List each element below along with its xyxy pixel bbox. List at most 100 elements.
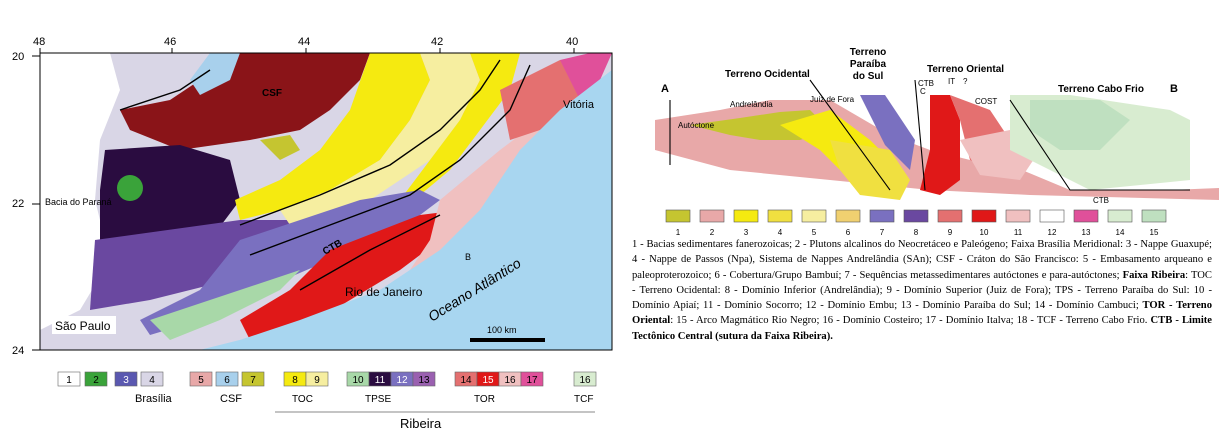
tick-label-48: 48 bbox=[33, 36, 45, 48]
map-legend-box-2 bbox=[84, 371, 108, 387]
section-legend-box-12 bbox=[1039, 209, 1065, 223]
section-legend-box-8 bbox=[903, 209, 929, 223]
rio-label: Rio de Janeiro bbox=[345, 285, 423, 299]
title-occidental: Terreno Ocidental bbox=[725, 69, 810, 80]
map-legend-number-5: 5 bbox=[198, 375, 204, 386]
scale-label: 100 km bbox=[487, 325, 517, 335]
legend-part-3: : 15 - Arco Magmático Rio Negro; 16 - Do… bbox=[670, 315, 1148, 327]
map-legend-box-4 bbox=[140, 371, 164, 387]
map-legend-number-13: 13 bbox=[418, 375, 430, 386]
section-legend-number-10: 10 bbox=[980, 228, 989, 237]
tick-label-44: 44 bbox=[298, 36, 310, 48]
coastal-sea bbox=[200, 70, 612, 350]
legend-group-tpse: TPSE bbox=[365, 394, 391, 405]
section-legend-box-11 bbox=[1005, 209, 1031, 223]
section-legend-number-1: 1 bbox=[676, 228, 681, 237]
map-legend-box-13 bbox=[412, 371, 436, 387]
map-legend-number-1: 1 bbox=[66, 375, 72, 386]
map-legend-number-9: 9 bbox=[314, 375, 320, 386]
lbl-c: C bbox=[920, 87, 926, 96]
section-legend-box-4 bbox=[767, 209, 793, 223]
section-legend-number-11: 11 bbox=[1014, 228, 1023, 237]
lbl-q: ? bbox=[963, 77, 968, 86]
geologic-map: 48 46 44 42 40 20 22 24 bbox=[12, 36, 613, 431]
tor-rio-negro-arc bbox=[240, 210, 460, 340]
section-legend-number-4: 4 bbox=[778, 228, 783, 237]
section-legend-box-9 bbox=[937, 209, 963, 223]
section-legend-box-6 bbox=[835, 209, 861, 223]
geologic-map-panel: 48 46 44 42 40 20 22 24 bbox=[12, 36, 613, 431]
tick-label-20: 20 bbox=[12, 51, 24, 63]
section-unit-4 bbox=[830, 140, 910, 200]
section-unit-15 bbox=[1030, 100, 1130, 150]
sao-paulo-label: São Paulo bbox=[55, 319, 111, 333]
lbl-ctb: CTB bbox=[918, 79, 934, 88]
map-legend-box-18 bbox=[573, 371, 597, 387]
map-legend-box-7 bbox=[241, 371, 265, 387]
title-paraiba-1: Terreno bbox=[850, 47, 887, 58]
section-unit-8 bbox=[860, 95, 915, 170]
lbl-juiz: Juiz de Fora bbox=[810, 95, 855, 104]
vitoria-label: Vitória bbox=[563, 99, 595, 111]
map-legend-number-10: 10 bbox=[352, 375, 364, 386]
section-end-b: B bbox=[1170, 83, 1178, 95]
map-legend-number-2: 2 bbox=[93, 375, 99, 386]
legend-ribeira-label: Ribeira bbox=[400, 416, 442, 431]
section-legend-number-3: 3 bbox=[744, 228, 749, 237]
tick-label-24: 24 bbox=[12, 345, 24, 357]
cross-section: Terreno Ocidental Terreno Paraíba do Sul… bbox=[655, 47, 1219, 237]
tick-label-46: 46 bbox=[164, 36, 176, 48]
title-cabofrio: Terreno Cabo Frio bbox=[1058, 84, 1144, 95]
map-legend-box-17 bbox=[520, 371, 544, 387]
title-oriental: Terreno Oriental bbox=[927, 64, 1004, 75]
map-frame bbox=[39, 52, 613, 351]
tick-marks bbox=[32, 48, 575, 351]
alkaline-pluton bbox=[117, 175, 143, 201]
legend-group-tcf: TCF bbox=[574, 394, 593, 405]
map-legend-number-7: 7 bbox=[250, 375, 256, 386]
section-legend-box-5 bbox=[801, 209, 827, 223]
lbl-ctb2: CTB bbox=[1093, 196, 1109, 205]
bambui-cover-area bbox=[190, 53, 240, 95]
section-legend: 1 2 3 4 5 6 7 8 9 10 11 12 13 14 15 bbox=[665, 209, 1167, 237]
bacia-parana-label: Bacia do Paraná bbox=[45, 197, 112, 207]
section-legend-number-15: 15 bbox=[1150, 228, 1159, 237]
section-unit-10 bbox=[920, 95, 960, 195]
section-legend-number-2: 2 bbox=[710, 228, 715, 237]
thrust-faults bbox=[119, 59, 531, 291]
title-paraiba-3: do Sul bbox=[853, 71, 884, 82]
map-legend-box-9 bbox=[305, 371, 329, 387]
left-coordinate-ticks: 20 22 24 bbox=[12, 51, 24, 357]
map-legend-number-12: 12 bbox=[396, 375, 408, 386]
tor-italva-domain bbox=[560, 53, 612, 100]
section-legend-box-3 bbox=[733, 209, 759, 223]
map-legend-number-6: 6 bbox=[224, 375, 230, 386]
legend-part-2: : TOC - Terreno Ocidental: 8 - Domínio I… bbox=[632, 269, 1212, 312]
legend-part-1: 1 - Bacias sedimentares fanerozoicas; 2 … bbox=[632, 239, 1212, 281]
section-legend-number-6: 6 bbox=[846, 228, 851, 237]
tps-apiai-band bbox=[150, 270, 300, 340]
section-legend-number-7: 7 bbox=[880, 228, 885, 237]
section-legend-number-9: 9 bbox=[948, 228, 953, 237]
section-legend-number-14: 14 bbox=[1116, 228, 1125, 237]
legend-bold-tor: TOR - Terreno Oriental bbox=[632, 300, 1212, 327]
tick-label-22: 22 bbox=[12, 198, 24, 210]
title-paraiba-2: Paraíba bbox=[850, 59, 887, 70]
map-legend-number-16: 16 bbox=[504, 375, 516, 386]
section-legend-number-8: 8 bbox=[914, 228, 919, 237]
section-legend-box-1 bbox=[665, 209, 691, 223]
csf-craton-area bbox=[120, 53, 370, 150]
section-legend-number-5: 5 bbox=[812, 228, 817, 237]
section-legend-box-14 bbox=[1107, 209, 1133, 223]
olive-patch bbox=[260, 135, 300, 160]
map-body bbox=[40, 53, 612, 350]
section-legend-box-15 bbox=[1141, 209, 1167, 223]
legend-bold-faixa: Faixa Ribeira bbox=[1122, 269, 1186, 281]
section-legend-box-7 bbox=[869, 209, 895, 223]
cross-section-panel: Terreno Ocidental Terreno Paraíba do Sul… bbox=[630, 40, 1219, 250]
lbl-it: IT bbox=[948, 77, 955, 86]
section-legend-box-2 bbox=[699, 209, 725, 223]
toc-upper-band bbox=[400, 53, 520, 200]
tpse-cambuci-domain bbox=[500, 60, 590, 140]
map-b-label: B bbox=[465, 252, 471, 262]
